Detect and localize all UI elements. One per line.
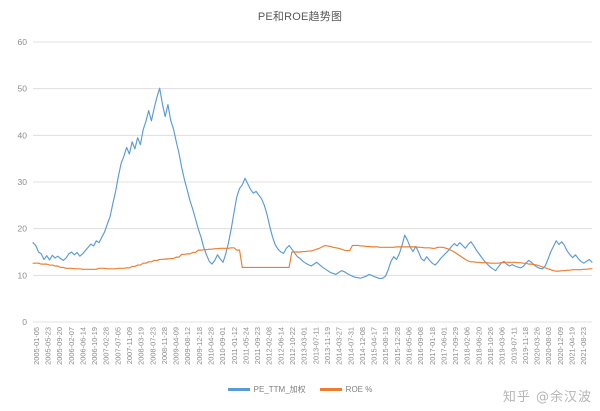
x-axis-tick-label: 2007-02-28 <box>102 327 111 365</box>
x-axis-tick-label: 2005-05-23 <box>44 327 53 365</box>
x-axis-tick-label: 2008-11-28 <box>160 327 169 364</box>
x-axis-tick-label: 2005-09-20 <box>55 327 64 365</box>
x-axis-tick-label: 2009-08-12 <box>183 327 192 365</box>
y-axis-tick-label: 40 <box>18 130 28 140</box>
x-axis-tick-label: 2014-03-27 <box>335 327 344 365</box>
legend-item-pe[interactable]: PE_TTM_加权 <box>227 384 306 395</box>
x-axis-tick-label: 2017-09-29 <box>451 327 460 365</box>
x-axis-tick-label: 2013-07-11 <box>311 327 320 364</box>
chart-title: PE和ROE趋势图 <box>257 11 343 23</box>
y-axis-tick-label: 50 <box>18 84 28 94</box>
x-axis-tick-label: 2011-01-12 <box>230 327 239 364</box>
legend-label-pe: PE_TTM_加权 <box>253 385 306 394</box>
x-axis-tick-label: 2006-06-14 <box>78 327 87 365</box>
x-axis-tick-label: 2017-01-18 <box>428 327 437 365</box>
x-axis-tick-label: 2013-11-19 <box>323 327 332 364</box>
x-axis-tick-label: 2017-06-01 <box>439 327 448 365</box>
x-axis-tick-label: 2014-12-08 <box>358 327 367 365</box>
x-axis-tick-label: 2018-10-26 <box>486 327 495 365</box>
x-axis-tick-label: 2012-10-22 <box>288 327 297 365</box>
y-axis-tick-label: 10 <box>18 270 28 280</box>
series-line-roe <box>32 244 593 272</box>
x-axis-tick-label: 2007-11-09 <box>125 327 134 364</box>
x-axis-tick-label: 2019-03-06 <box>498 327 507 365</box>
x-axis-tick-label: 2011-05-24 <box>241 327 250 364</box>
x-axis-tick-label: 2019-07-11 <box>509 327 518 364</box>
x-axis-tick-label: 2006-02-07 <box>67 327 76 365</box>
x-axis-tick-label: 2020-08-03 <box>544 327 553 365</box>
x-axis-tick-label: 2009-12-18 <box>195 327 204 365</box>
x-axis-tick-label: 2005-01-05 <box>32 327 41 365</box>
x-axis-tick-label: 2012-06-14 <box>276 327 285 365</box>
y-axis-tick-label: 20 <box>18 224 28 234</box>
x-axis-tick-label: 2016-09-08 <box>416 327 425 365</box>
x-axis-tick-label: 2020-12-09 <box>556 327 565 365</box>
x-axis-tick-label: 2018-06-20 <box>474 327 483 365</box>
x-axis-tick-label: 2014-07-31 <box>346 327 355 365</box>
chart-legend: PE_TTM_加权 ROE % <box>0 384 600 395</box>
x-axis-tick-label: 2013-03-01 <box>300 327 309 365</box>
legend-label-roe: ROE % <box>345 385 373 394</box>
legend-swatch-roe <box>319 388 342 391</box>
x-axis-tick-label: 2009-04-09 <box>172 327 181 365</box>
y-axis-tick-label: 60 <box>18 37 28 47</box>
x-axis-tick-label: 2021-08-23 <box>579 327 588 365</box>
x-axis-tick-label: 2015-08-19 <box>381 327 390 365</box>
x-axis-tick-label: 2015-04-17 <box>370 327 379 365</box>
x-axis-tick-label: 2021-04-19 <box>568 327 577 365</box>
x-axis-tick-label: 2015-12-28 <box>393 327 402 365</box>
x-axis-tick-label: 2010-04-28 <box>207 327 216 365</box>
x-axis-tick-label: 2020-03-26 <box>533 327 542 365</box>
x-axis-tick-label: 2010-09-01 <box>218 327 227 365</box>
x-axis-tick-label: 2006-10-19 <box>90 327 99 365</box>
x-axis-tick-label: 2008-03-19 <box>137 327 146 365</box>
legend-item-roe[interactable]: ROE % <box>319 385 373 394</box>
legend-swatch-pe <box>227 388 250 391</box>
x-axis-tick-label: 2019-11-18 <box>521 327 530 364</box>
x-axis-tick-label: 2016-05-06 <box>405 327 414 365</box>
y-axis-tick-label: 30 <box>18 177 28 187</box>
x-axis-tick-label: 2007-07-05 <box>113 327 122 365</box>
y-axis-tick-label: 0 <box>22 317 27 327</box>
x-axis-tick-label: 2012-02-08 <box>265 327 274 365</box>
x-axis-tick-label: 2018-02-06 <box>463 327 472 365</box>
x-axis-tick-label: 2008-07-23 <box>148 327 157 365</box>
series-line-pe <box>32 87 593 280</box>
x-axis-tick-label: 2011-09-23 <box>253 327 262 364</box>
watermark: 知乎 @余汉波 <box>502 390 592 405</box>
